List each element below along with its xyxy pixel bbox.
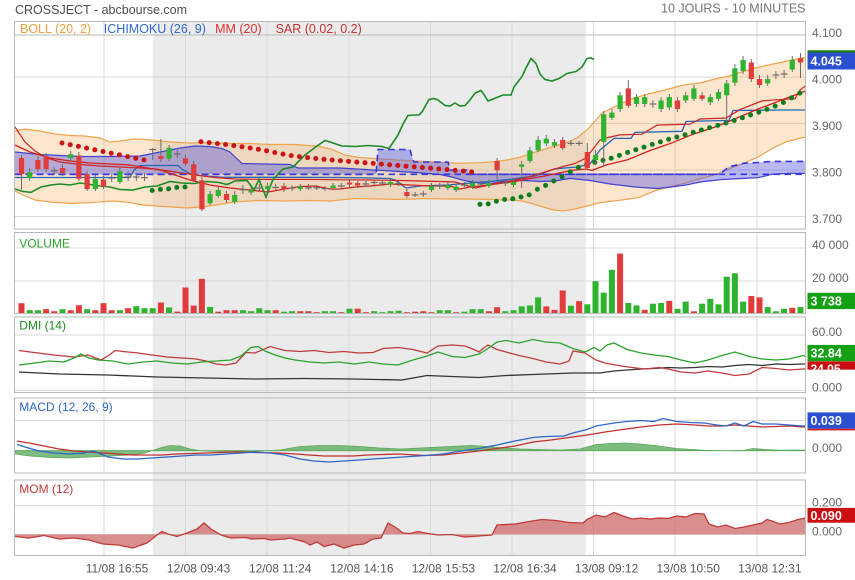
svg-text:3.700: 3.700 xyxy=(812,212,842,226)
svg-text:ICHIMOKU (26, 9): ICHIMOKU (26, 9) xyxy=(104,22,206,36)
svg-text:10 JOURS - 10 MINUTES: 10 JOURS - 10 MINUTES xyxy=(661,2,805,16)
svg-text:MACD (12, 26, 9): MACD (12, 26, 9) xyxy=(19,400,112,414)
svg-text:20 000: 20 000 xyxy=(812,271,849,285)
svg-text:3.900: 3.900 xyxy=(812,119,842,133)
svg-text:12/08 09:43: 12/08 09:43 xyxy=(167,562,231,576)
svg-text:4.000: 4.000 xyxy=(812,73,842,87)
svg-text:MM (20): MM (20) xyxy=(215,22,262,36)
svg-text:24.05: 24.05 xyxy=(811,362,841,376)
svg-text:60.00: 60.00 xyxy=(812,325,842,339)
svg-text:13/08 12:31: 13/08 12:31 xyxy=(738,562,802,576)
svg-text:0.090: 0.090 xyxy=(811,509,842,523)
svg-text:0.200: 0.200 xyxy=(812,496,842,510)
svg-text:0.000: 0.000 xyxy=(812,441,842,455)
svg-text:3.800: 3.800 xyxy=(812,166,842,180)
svg-text:11/08 16:55: 11/08 16:55 xyxy=(86,562,149,576)
svg-text:13/08 09:12: 13/08 09:12 xyxy=(575,562,639,576)
svg-text:32.84: 32.84 xyxy=(811,347,842,361)
svg-text:13/08 10:50: 13/08 10:50 xyxy=(656,562,720,576)
svg-text:MOM (12): MOM (12) xyxy=(19,482,73,496)
svg-text:4.045: 4.045 xyxy=(811,55,842,69)
svg-text:12/08 14:16: 12/08 14:16 xyxy=(330,562,394,576)
svg-text:0.039: 0.039 xyxy=(811,414,842,428)
svg-text:VOLUME: VOLUME xyxy=(19,236,70,250)
svg-text:3 738: 3 738 xyxy=(811,295,842,309)
svg-text:40 000: 40 000 xyxy=(812,238,849,252)
svg-text:BOLL (20, 2): BOLL (20, 2) xyxy=(20,22,91,36)
svg-text:12/08 15:53: 12/08 15:53 xyxy=(412,562,476,576)
svg-text:DMI (14): DMI (14) xyxy=(19,319,66,333)
svg-text:SAR (0.02, 0.2): SAR (0.02, 0.2) xyxy=(276,22,362,36)
svg-text:12/08 11:24: 12/08 11:24 xyxy=(249,562,312,576)
svg-text:12/08 16:34: 12/08 16:34 xyxy=(493,562,557,576)
svg-text:0.000: 0.000 xyxy=(812,381,842,395)
svg-text:CROSSJECT - abcbourse.com: CROSSJECT - abcbourse.com xyxy=(15,3,187,17)
svg-text:4.100: 4.100 xyxy=(812,26,842,40)
svg-text:0.000: 0.000 xyxy=(812,525,842,539)
